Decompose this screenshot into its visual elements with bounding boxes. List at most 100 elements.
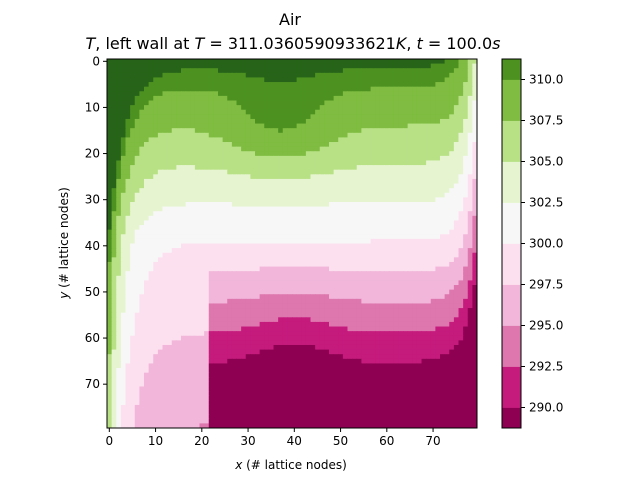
heatmap-cell bbox=[287, 331, 293, 337]
heatmap-cell bbox=[310, 321, 316, 328]
heatmap-cell bbox=[342, 137, 349, 143]
heatmap-cell bbox=[278, 206, 284, 212]
heatmap-cell bbox=[310, 303, 316, 309]
heatmap-cell bbox=[333, 248, 339, 254]
heatmap-cell bbox=[208, 160, 214, 166]
heatmap-cell bbox=[264, 335, 270, 341]
heatmap-cell bbox=[398, 118, 404, 125]
heatmap-cell bbox=[375, 100, 381, 106]
heatmap-cell bbox=[130, 137, 136, 143]
heatmap-cell bbox=[130, 340, 136, 346]
heatmap-cell bbox=[292, 225, 298, 231]
heatmap-cell bbox=[287, 321, 293, 328]
heatmap-cell bbox=[333, 229, 339, 235]
heatmap-cell bbox=[199, 308, 205, 314]
heatmap-cell bbox=[204, 95, 210, 102]
heatmap-cell bbox=[301, 155, 307, 161]
heatmap-cell bbox=[144, 160, 150, 166]
heatmap-cell bbox=[467, 165, 473, 171]
heatmap-cell bbox=[204, 308, 210, 314]
heatmap-cell bbox=[389, 123, 395, 129]
heatmap-cell bbox=[231, 123, 238, 129]
heatmap-cell bbox=[329, 137, 335, 143]
heatmap-cell bbox=[278, 312, 284, 318]
heatmap-cell bbox=[407, 331, 413, 337]
heatmap-cell bbox=[458, 280, 464, 286]
heatmap-cell bbox=[245, 280, 251, 286]
heatmap-cell bbox=[222, 128, 228, 134]
heatmap-cell bbox=[120, 331, 127, 337]
heatmap-cell bbox=[458, 303, 464, 309]
heatmap-cell bbox=[403, 192, 409, 198]
heatmap-cell bbox=[148, 243, 154, 249]
heatmap-cell bbox=[463, 146, 469, 152]
heatmap-cell bbox=[176, 271, 182, 277]
heatmap-cell bbox=[435, 234, 441, 240]
heatmap-cell bbox=[352, 114, 358, 120]
heatmap-cell bbox=[296, 266, 302, 272]
heatmap-cell bbox=[319, 165, 325, 171]
heatmap-cell bbox=[398, 68, 404, 74]
heatmap-cell bbox=[375, 340, 381, 346]
heatmap-cell bbox=[472, 137, 478, 143]
heatmap-cell bbox=[282, 95, 288, 102]
heatmap-cell bbox=[264, 160, 270, 166]
heatmap-cell bbox=[366, 201, 372, 208]
heatmap-cell bbox=[352, 197, 358, 203]
heatmap-cell bbox=[241, 100, 247, 106]
heatmap-cell bbox=[375, 123, 381, 129]
heatmap-cell bbox=[329, 132, 335, 138]
heatmap-cell bbox=[352, 285, 358, 291]
heatmap-cell bbox=[236, 289, 242, 295]
heatmap-cell bbox=[241, 169, 247, 175]
heatmap-cell bbox=[375, 169, 381, 175]
heatmap-cell bbox=[347, 275, 353, 281]
heatmap-cell bbox=[361, 109, 367, 115]
heatmap-cell bbox=[204, 280, 210, 286]
heatmap-cell bbox=[426, 63, 432, 69]
heatmap-cell bbox=[324, 285, 330, 291]
heatmap-cell bbox=[130, 72, 136, 78]
heatmap-cell bbox=[449, 137, 455, 143]
heatmap-cell bbox=[227, 100, 233, 106]
heatmap-cell bbox=[329, 123, 335, 129]
heatmap-cell bbox=[162, 146, 168, 152]
heatmap-cell bbox=[227, 225, 233, 231]
heatmap-cell bbox=[111, 132, 117, 138]
heatmap-cell bbox=[296, 326, 302, 332]
heatmap-cell bbox=[236, 146, 242, 152]
heatmap-cell bbox=[208, 331, 214, 337]
heatmap-cell bbox=[352, 178, 358, 185]
heatmap-cell bbox=[453, 169, 460, 175]
heatmap-cell bbox=[282, 280, 288, 286]
heatmap-cell bbox=[213, 137, 219, 143]
heatmap-cell bbox=[222, 105, 228, 111]
heatmap-cell bbox=[222, 178, 228, 185]
heatmap-cell bbox=[273, 77, 279, 83]
heatmap-cell bbox=[213, 192, 219, 198]
heatmap-cell bbox=[231, 160, 238, 166]
heatmap-cell bbox=[440, 132, 446, 138]
heatmap-cell bbox=[421, 95, 427, 102]
heatmap-cell bbox=[403, 72, 409, 78]
heatmap-cell bbox=[116, 105, 122, 111]
heatmap-cell bbox=[296, 261, 302, 268]
heatmap-cell bbox=[352, 188, 358, 194]
heatmap-cell bbox=[130, 160, 136, 166]
heatmap-cell bbox=[296, 257, 302, 263]
heatmap-cell bbox=[255, 165, 261, 171]
heatmap-cell bbox=[130, 326, 136, 332]
heatmap-cell bbox=[148, 59, 154, 65]
heatmap-cell bbox=[107, 308, 113, 314]
heatmap-cell bbox=[393, 160, 399, 166]
heatmap-cell bbox=[384, 321, 390, 328]
heatmap-cell bbox=[370, 155, 376, 161]
heatmap-cell bbox=[449, 266, 455, 272]
heatmap-cell bbox=[329, 165, 335, 171]
heatmap-cell bbox=[282, 215, 288, 221]
heatmap-cell bbox=[264, 271, 270, 277]
heatmap-cell bbox=[236, 142, 242, 148]
heatmap-cell bbox=[440, 142, 446, 148]
heatmap-cell bbox=[153, 91, 159, 97]
heatmap-cell bbox=[144, 312, 150, 318]
